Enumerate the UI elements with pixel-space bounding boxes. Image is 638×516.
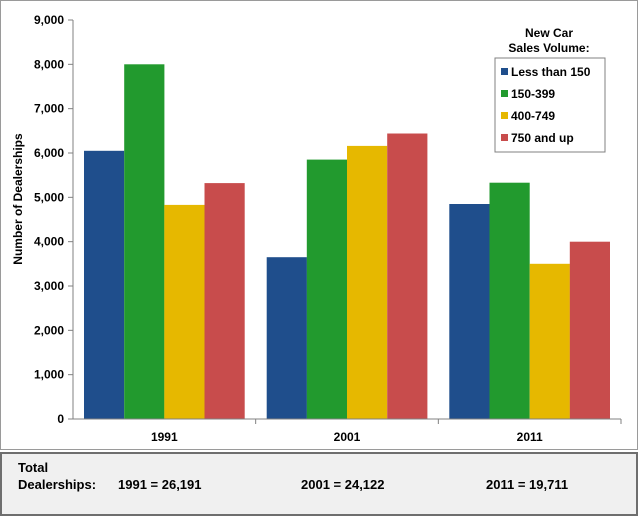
legend-label-1: 150-399 [511,87,555,101]
total-1991: 1991 = 26,191 [118,477,202,492]
y-tick-label: 1,000 [34,368,64,382]
axes-layer: 1991 2001 2011 0 1,000 2,000 3,000 4,000 5,000 6,… [34,13,622,444]
bar-1991-3 [204,183,245,419]
bar-2001-2 [347,145,388,419]
bar-2011-2 [529,263,570,419]
totals-label-line2: Dealerships: [18,477,97,492]
bar-2001-1 [306,159,347,419]
legend-swatch-2 [501,112,508,119]
y-tick-label: 8,000 [34,57,64,71]
y-tick-label: 4,000 [34,235,64,249]
total-2011: 2011 = 19,711 [486,477,569,492]
totals-box: Total Dealerships: 1991 = 26,191 2001 = … [0,452,638,516]
totals-label-line1: Total [18,460,49,475]
bar-2001-0 [266,257,307,419]
total-2001: 2001 = 24,122 [301,477,385,492]
legend-swatch-1 [501,90,508,97]
y-tick-label: 0 [57,412,64,426]
x-tick-label-1991: 1991 [151,430,178,444]
legend-swatch-3 [501,134,508,141]
chart-area: 1991 2001 2011 0 1,000 2,000 3,000 4,000 5,000 6,… [0,0,638,450]
bar-2011-3 [569,241,610,419]
bar-1991-1 [124,64,165,420]
legend-swatch-0 [501,68,508,75]
bar-2001-3 [387,133,428,419]
x-tick-label-2001: 2001 [334,430,361,444]
y-tick-label: 3,000 [34,279,64,293]
y-tick-label: 5,000 [34,190,64,204]
bar-2011-1 [489,182,530,419]
y-tick-label: 9,000 [34,13,64,27]
bar-1991-0 [84,150,125,420]
legend-title-line2: Sales Volume: [508,41,589,55]
y-tick-label: 7,000 [34,102,64,116]
legend-items: Less than 150 150-399 400-749 750 and up [501,65,591,145]
bar-2011-0 [449,204,490,419]
bar-1991-2 [164,204,205,419]
legend-label-0: Less than 150 [511,65,591,79]
legend-title-line1: New Car [525,26,573,40]
y-tick-label: 6,000 [34,146,64,160]
legend-label-3: 750 and up [511,131,574,145]
bar-chart: 1991 2001 2011 0 1,000 2,000 3,000 4,000 5,000 6,… [11,13,622,444]
y-tick-label: 2,000 [34,323,64,337]
y-axis-title: Number of Dealerships [11,133,25,265]
legend: New Car Sales Volume: Less than 150 150-3… [494,26,606,153]
legend-box [494,57,606,153]
x-tick-label-2011: 2011 [517,430,543,444]
legend-label-2: 400-749 [511,109,555,123]
